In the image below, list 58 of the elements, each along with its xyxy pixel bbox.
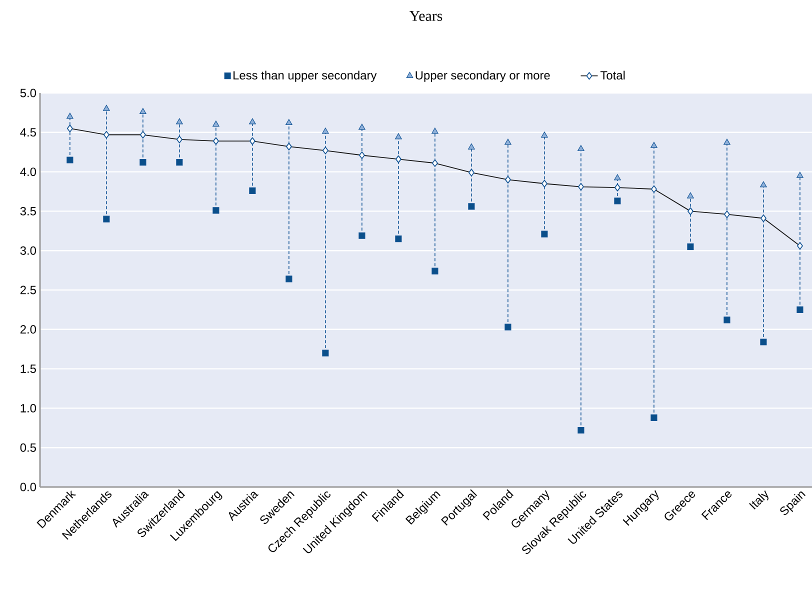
y-tick-label: 0.5 [20, 443, 36, 452]
legend-label: Less than upper secondary [234, 70, 377, 82]
point [395, 133, 402, 140]
point [212, 120, 220, 127]
point [541, 230, 548, 238]
point [796, 306, 804, 313]
point [614, 198, 621, 204]
point [541, 132, 548, 138]
point [66, 112, 74, 119]
y-tick-label: 2.0 [20, 325, 36, 334]
y-tick-label: 4.5 [20, 128, 36, 137]
point [504, 138, 512, 145]
point [687, 192, 694, 198]
point [650, 142, 658, 148]
point [650, 414, 658, 421]
point [176, 118, 183, 124]
point [140, 108, 146, 114]
legend-label: Total [600, 70, 625, 80]
point [103, 104, 110, 111]
point [286, 119, 292, 126]
point [322, 350, 329, 356]
point [760, 181, 767, 188]
chart-title: Years [410, 11, 442, 21]
point [358, 232, 366, 239]
point [103, 216, 110, 222]
point [578, 426, 584, 434]
point [140, 159, 146, 166]
x-tick-label: Italy [749, 490, 768, 510]
y-tick-label: 0.0 [20, 482, 36, 492]
point [432, 128, 438, 134]
y-tick-label: 1.0 [20, 404, 36, 412]
point [724, 138, 730, 145]
point [796, 172, 804, 178]
point [578, 145, 584, 152]
point [358, 124, 366, 130]
point [504, 324, 512, 330]
legend-label: Upper secondary or more [416, 70, 550, 82]
point [286, 276, 292, 282]
point [322, 128, 329, 134]
y-tick-label: 5.0 [20, 88, 36, 98]
point [176, 159, 183, 166]
y-tick-label: 3.5 [20, 206, 36, 216]
y-tick-label: 1.5 [20, 364, 36, 373]
point [212, 207, 220, 214]
point [432, 268, 438, 274]
y-tick-label: 4.0 [20, 168, 36, 176]
y-tick-label: 3.0 [20, 246, 36, 255]
point [614, 174, 621, 180]
y-tick-label: 2.5 [20, 286, 36, 294]
point [66, 156, 74, 164]
point [468, 203, 475, 210]
point [395, 235, 402, 242]
point [249, 118, 256, 124]
point [249, 187, 256, 194]
point [760, 338, 767, 346]
point [724, 316, 730, 324]
point [468, 143, 475, 150]
point [687, 243, 694, 250]
